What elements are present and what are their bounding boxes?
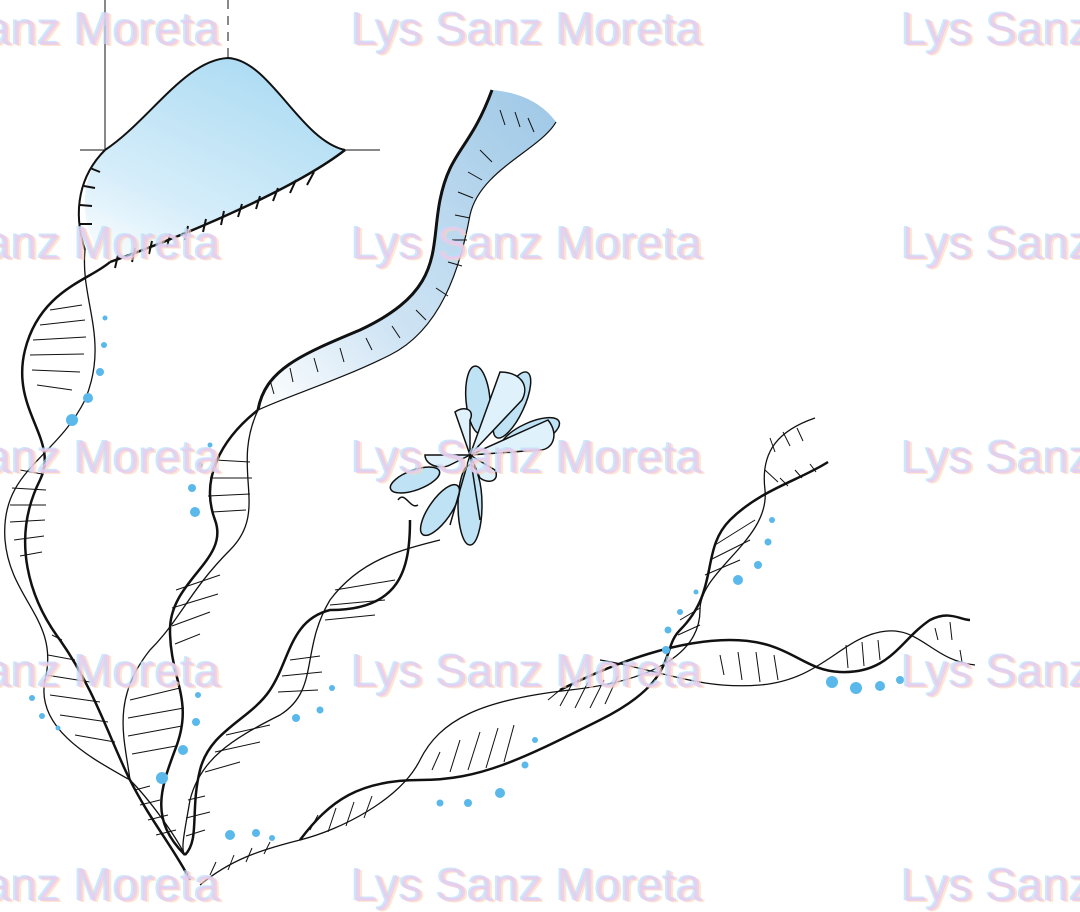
dna-helix-protein (182, 519, 441, 856)
dna-helix-right-lower (559, 614, 976, 692)
protein-structure (389, 365, 561, 546)
distribution-curve (77, 0, 380, 264)
ribbon-strand (256, 89, 557, 411)
dna-helix-right-upper (199, 417, 829, 886)
dna-helix-left (4, 167, 315, 881)
dot-trails (29, 315, 904, 841)
